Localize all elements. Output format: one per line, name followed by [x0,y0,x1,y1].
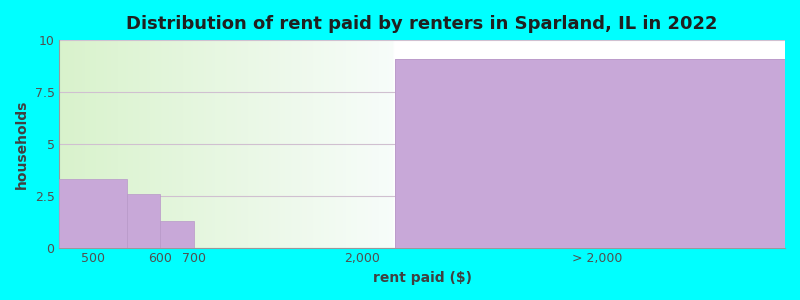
Bar [395,59,785,248]
Y-axis label: households: households [15,99,29,188]
Title: Distribution of rent paid by renters in Sparland, IL in 2022: Distribution of rent paid by renters in … [126,15,718,33]
X-axis label: rent paid ($): rent paid ($) [373,271,472,285]
Bar [126,194,160,247]
Bar [395,59,785,248]
Bar [59,179,126,248]
Bar [160,220,194,248]
